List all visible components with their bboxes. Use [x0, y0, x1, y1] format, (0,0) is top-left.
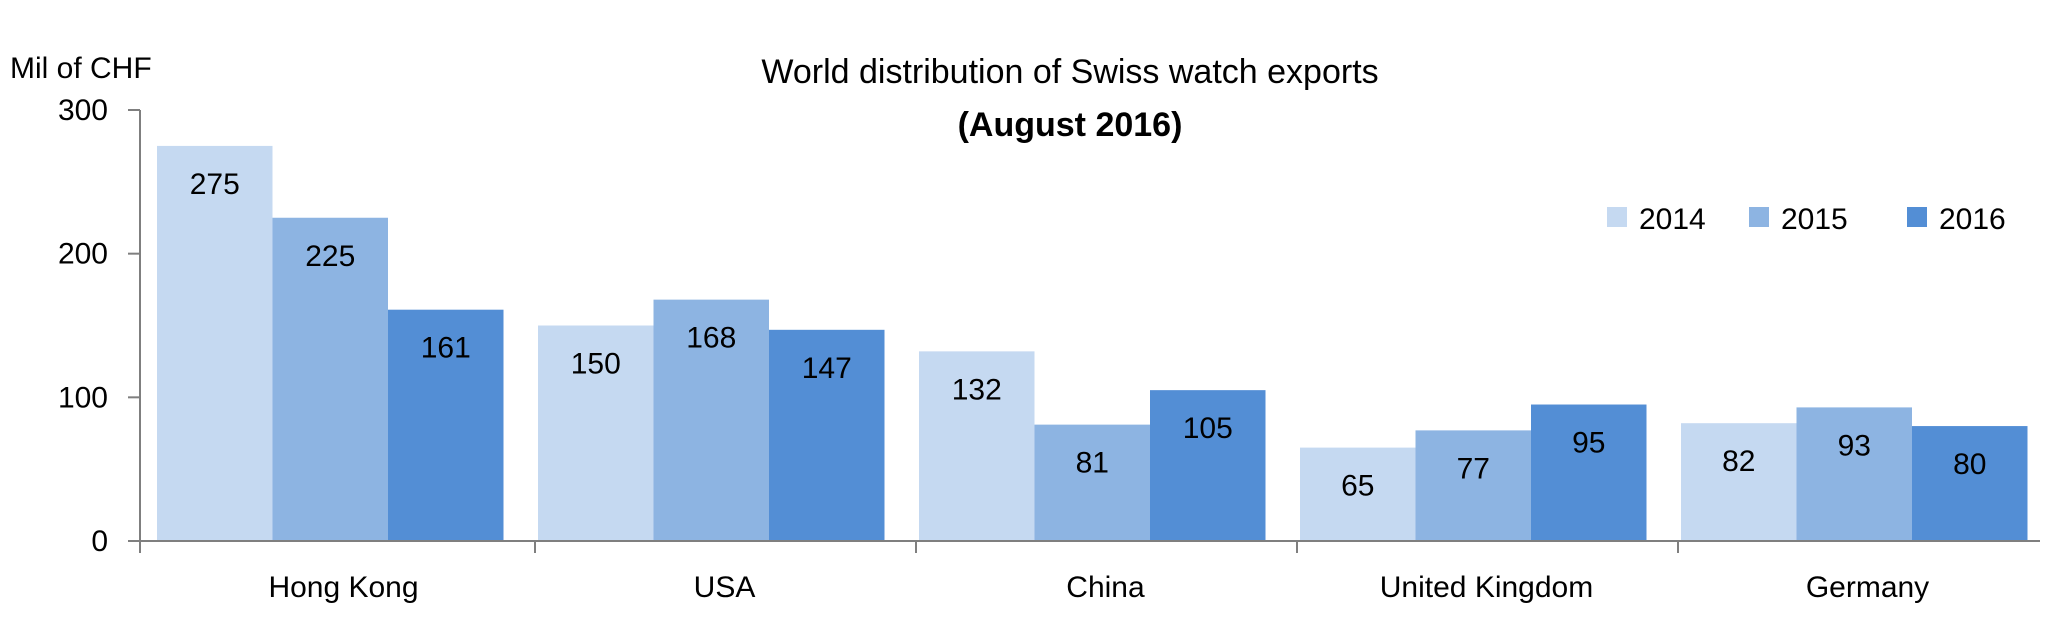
y-tick-label: 300 [58, 94, 108, 127]
bar-united-kingdom-2015 [1415, 430, 1531, 541]
x-tick-label: China [1066, 571, 1145, 604]
bar-germany-2014 [1681, 423, 1797, 541]
data-labels-group: 275 225 161 150 168 147 132 81 105 65 77 95 82 93 80 [190, 168, 1987, 503]
data-label: 95 [1572, 427, 1605, 460]
legend-label-2015: 2015 [1781, 203, 1848, 236]
data-label: 147 [802, 352, 852, 385]
data-label: 105 [1183, 412, 1233, 445]
data-label: 77 [1457, 452, 1490, 485]
bar-hong-kong-2014 [157, 145, 273, 541]
data-label: 161 [421, 332, 471, 365]
chart-subtitle: (August 2016) [958, 106, 1183, 144]
data-label: 80 [1953, 448, 1986, 481]
bars-group [157, 145, 2028, 541]
data-label: 93 [1838, 429, 1871, 462]
y-axis-label: Mil of CHF [10, 52, 152, 85]
x-tick-label: Hong Kong [268, 571, 418, 604]
data-label: 81 [1076, 447, 1109, 480]
data-label: 82 [1722, 445, 1755, 478]
bar-china-2014 [919, 351, 1035, 541]
data-label: 225 [305, 240, 355, 273]
x-tick-label: Germany [1806, 571, 1929, 604]
bar-china-2015 [1034, 424, 1150, 541]
y-tick-label: 200 [58, 238, 108, 271]
x-tick-label: USA [694, 571, 756, 604]
y-tick-label: 100 [58, 381, 108, 414]
x-tick-label: United Kingdom [1380, 571, 1593, 604]
data-label: 132 [952, 373, 1002, 406]
data-label: 150 [571, 348, 621, 381]
legend-swatch-2015 [1749, 207, 1769, 227]
bar-usa-2014 [538, 325, 654, 541]
data-label: 275 [190, 168, 240, 201]
legend-swatch-2016 [1907, 207, 1927, 227]
bar-united-kingdom-2014 [1300, 447, 1416, 541]
data-label: 65 [1341, 470, 1374, 503]
legend-label-2016: 2016 [1939, 203, 2006, 236]
legend-label-2014: 2014 [1639, 203, 1706, 236]
legend: 2014 2015 2016 [1607, 203, 2006, 236]
bar-usa-2015 [653, 299, 769, 541]
bar-china-2016 [1150, 390, 1266, 541]
bar-united-kingdom-2016 [1531, 404, 1647, 541]
y-tick-label: 0 [91, 525, 108, 558]
bar-hong-kong-2016 [388, 309, 504, 541]
data-label: 168 [686, 322, 736, 355]
bar-germany-2016 [1912, 426, 2028, 541]
chart-title: World distribution of Swiss watch export… [761, 53, 1378, 91]
bar-usa-2016 [769, 329, 885, 541]
bar-hong-kong-2015 [272, 217, 388, 541]
axes-group: 0 100 200 300 Hong Kong USA China United Kingdo… [58, 94, 2040, 604]
bar-germany-2015 [1796, 407, 1912, 541]
legend-swatch-2014 [1607, 207, 1627, 227]
